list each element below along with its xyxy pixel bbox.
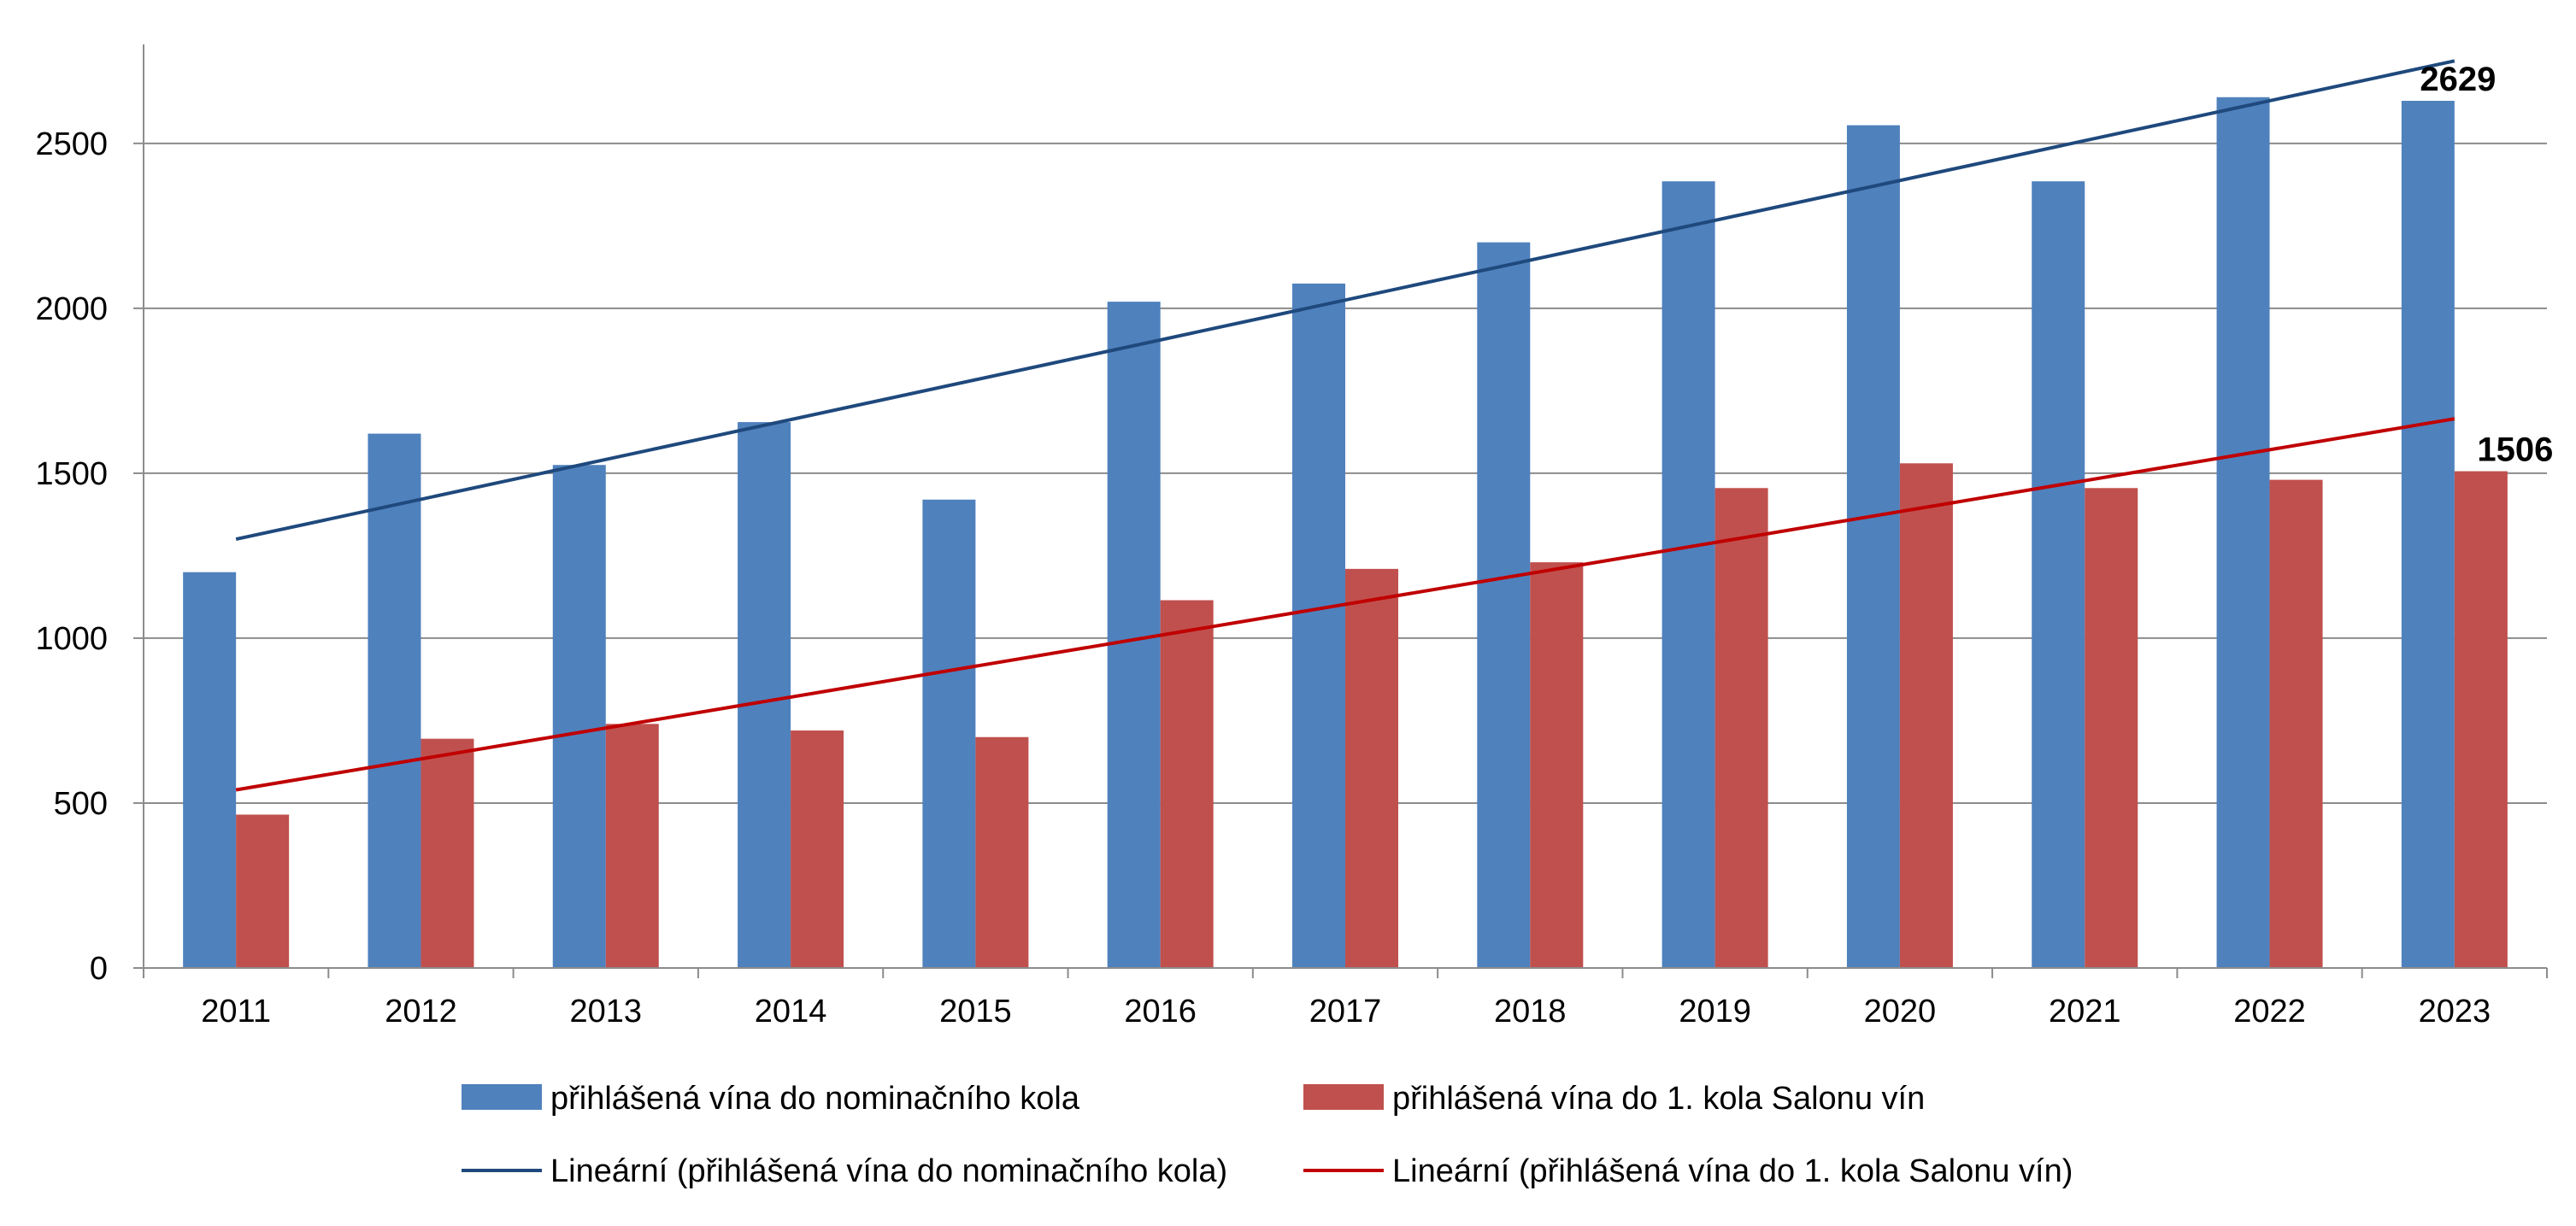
trendlines bbox=[235, 59, 2455, 792]
y-tick-label: 1000 bbox=[35, 621, 108, 657]
data-label: 2629 bbox=[2420, 61, 2496, 98]
bar-series-2 bbox=[1714, 488, 1768, 968]
bar-series-2 bbox=[236, 814, 290, 968]
legend: přihlášená vína do nominačního kola přihl… bbox=[462, 1081, 2073, 1189]
legend-swatch bbox=[1303, 1084, 1384, 1110]
legend-label: přihlášená vína do nominačního kola bbox=[550, 1081, 1080, 1117]
bar-series-1 bbox=[1107, 302, 1161, 968]
x-tick-label: 2017 bbox=[1309, 994, 1382, 1029]
x-tick-label: 2020 bbox=[1864, 994, 1937, 1029]
axes: 0 500 1000 1500 2000 2500 2011 2012 2013 2014 2015… bbox=[35, 44, 2548, 1029]
x-tick-label: 2019 bbox=[1679, 994, 1751, 1029]
bar-series-1 bbox=[1661, 181, 1715, 968]
bar-series-2 bbox=[791, 730, 844, 968]
x-tick-label: 2023 bbox=[2419, 994, 2491, 1029]
bars bbox=[183, 97, 2508, 969]
bar-series-2 bbox=[2085, 488, 2138, 968]
legend-label: Lineární (přihlášená vína do 1. kola Sal… bbox=[1392, 1153, 2073, 1189]
bar-series-2 bbox=[975, 736, 1029, 968]
bar-series-2 bbox=[2269, 479, 2323, 968]
y-tick-label: 1500 bbox=[35, 456, 108, 492]
bar-series-2 bbox=[2454, 471, 2508, 968]
bar-series-2 bbox=[1160, 600, 1214, 968]
trendline-1 bbox=[235, 59, 2455, 542]
legend-swatch bbox=[462, 1084, 542, 1110]
bar-series-2 bbox=[1530, 562, 1584, 968]
legend-label: přihlášená vína do 1. kola Salonu vín bbox=[1392, 1081, 1925, 1117]
data-label: 1506 bbox=[2477, 431, 2553, 469]
bar-series-1 bbox=[368, 433, 421, 968]
y-tick-label: 2500 bbox=[35, 126, 108, 162]
x-tick-label: 2016 bbox=[1124, 994, 1197, 1029]
x-tick-label: 2022 bbox=[2233, 994, 2306, 1029]
x-tick-label: 2013 bbox=[569, 994, 642, 1029]
x-tick-label: 2021 bbox=[2049, 994, 2121, 1029]
bar-series-2 bbox=[1899, 463, 1953, 968]
x-tick-label: 2018 bbox=[1494, 994, 1567, 1029]
bar-series-1 bbox=[1846, 125, 1900, 968]
x-tick-label: 2011 bbox=[201, 994, 271, 1029]
x-tick-label: 2012 bbox=[385, 994, 457, 1029]
bar-series-1 bbox=[183, 572, 237, 968]
data-labels: 2629 1506 bbox=[2420, 61, 2553, 469]
legend-label: Lineární (přihlášená vína do nominačního… bbox=[550, 1153, 1227, 1189]
bar-series-2 bbox=[421, 738, 474, 968]
bar-series-1 bbox=[1477, 242, 1531, 969]
bar-series-2 bbox=[1345, 568, 1398, 968]
bar-series-1 bbox=[1292, 283, 1345, 968]
trendline-2 bbox=[235, 417, 2455, 792]
bar-series-2 bbox=[605, 724, 659, 968]
x-tick-label: 2015 bbox=[939, 994, 1012, 1029]
bar-series-1 bbox=[922, 499, 976, 968]
bar-series-1 bbox=[2032, 181, 2085, 968]
y-tick-label: 2000 bbox=[35, 291, 108, 327]
y-tick-label: 500 bbox=[54, 786, 108, 822]
bar-series-1 bbox=[738, 422, 791, 969]
bar-series-1 bbox=[552, 465, 606, 968]
bar-series-1 bbox=[2216, 97, 2270, 969]
bar-series-1 bbox=[2401, 101, 2455, 969]
y-tick-label: 0 bbox=[90, 951, 108, 987]
x-tick-label: 2014 bbox=[755, 994, 827, 1029]
